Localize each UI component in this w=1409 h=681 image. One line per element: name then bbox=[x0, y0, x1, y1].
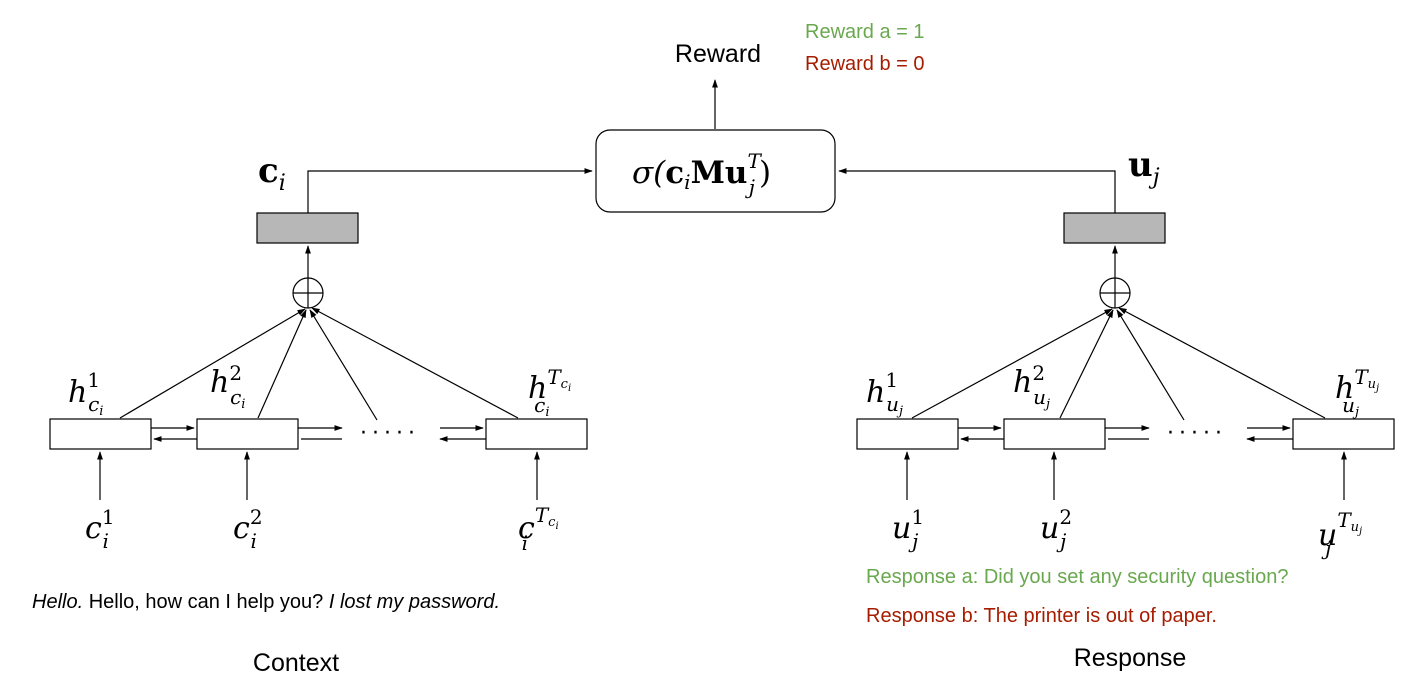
reward-label: Reward bbox=[675, 40, 761, 68]
response-h2-to-sum bbox=[1059, 309, 1114, 419]
context-mid-to-sum bbox=[309, 309, 378, 421]
response-section-label: Response bbox=[1074, 644, 1187, 672]
response-to-score-arrow bbox=[838, 168, 1116, 213]
score-formula: σ(ciMuT j) bbox=[632, 149, 771, 199]
context-vector-label: ci bbox=[258, 151, 286, 196]
score-box bbox=[595, 129, 836, 213]
context-hT-label: hTci ci bbox=[528, 365, 571, 420]
context-to-score-arrow bbox=[307, 168, 593, 213]
response-mid-to-sum bbox=[1116, 309, 1185, 421]
response-h1-label: h1 uj bbox=[866, 368, 903, 419]
context-hT-to-sum bbox=[311, 307, 519, 419]
context-sum-icon bbox=[292, 277, 324, 309]
context-dense-layer bbox=[256, 212, 359, 244]
response-b-text: Response b: The printer is out of paper. bbox=[866, 605, 1217, 627]
response-hT-label: hTuj uj bbox=[1335, 365, 1379, 420]
context-rnn-cell-1 bbox=[49, 418, 152, 450]
response-hT-to-sum bbox=[1118, 307, 1326, 419]
context-h2-label: h2 ci bbox=[210, 361, 245, 412]
context-input-T-label: cTci i bbox=[518, 503, 559, 555]
response-a-text: Response a: Did you set any security que… bbox=[866, 566, 1288, 588]
response-ellipsis: ····· bbox=[1167, 421, 1227, 446]
context-ellipsis: ····· bbox=[360, 421, 420, 446]
response-rnn-cell-2 bbox=[1003, 418, 1106, 450]
context-rnn-cell-2 bbox=[196, 418, 299, 450]
context-rnn-cell-T bbox=[485, 418, 588, 450]
context-h2-to-sum bbox=[257, 309, 307, 419]
context-section-label: Context bbox=[253, 649, 339, 677]
response-input-2-label: u2 j bbox=[1040, 505, 1072, 553]
response-sum-icon bbox=[1099, 277, 1131, 309]
response-vector-label: uj bbox=[1128, 145, 1160, 190]
reward-b-text: Reward b = 0 bbox=[805, 53, 925, 75]
context-h1-to-sum bbox=[119, 308, 306, 419]
context-h1-label: h1 ci bbox=[68, 368, 103, 419]
response-h2-label: h2 uj bbox=[1013, 361, 1050, 412]
response-dense-layer bbox=[1063, 212, 1166, 244]
response-input-T-label: uTuj j bbox=[1318, 508, 1362, 560]
context-utterance: Hello. Hello, how can I help you? I lost… bbox=[32, 591, 500, 613]
response-rnn-cell-T bbox=[1292, 418, 1395, 450]
reward-a-text: Reward a = 1 bbox=[805, 21, 925, 43]
context-input-1-label: c1 i bbox=[85, 505, 115, 553]
response-input-1-label: u1 j bbox=[892, 505, 924, 553]
response-rnn-cell-1 bbox=[856, 418, 959, 450]
context-input-2-label: c2 i bbox=[233, 505, 263, 553]
response-h1-to-sum bbox=[911, 308, 1113, 419]
